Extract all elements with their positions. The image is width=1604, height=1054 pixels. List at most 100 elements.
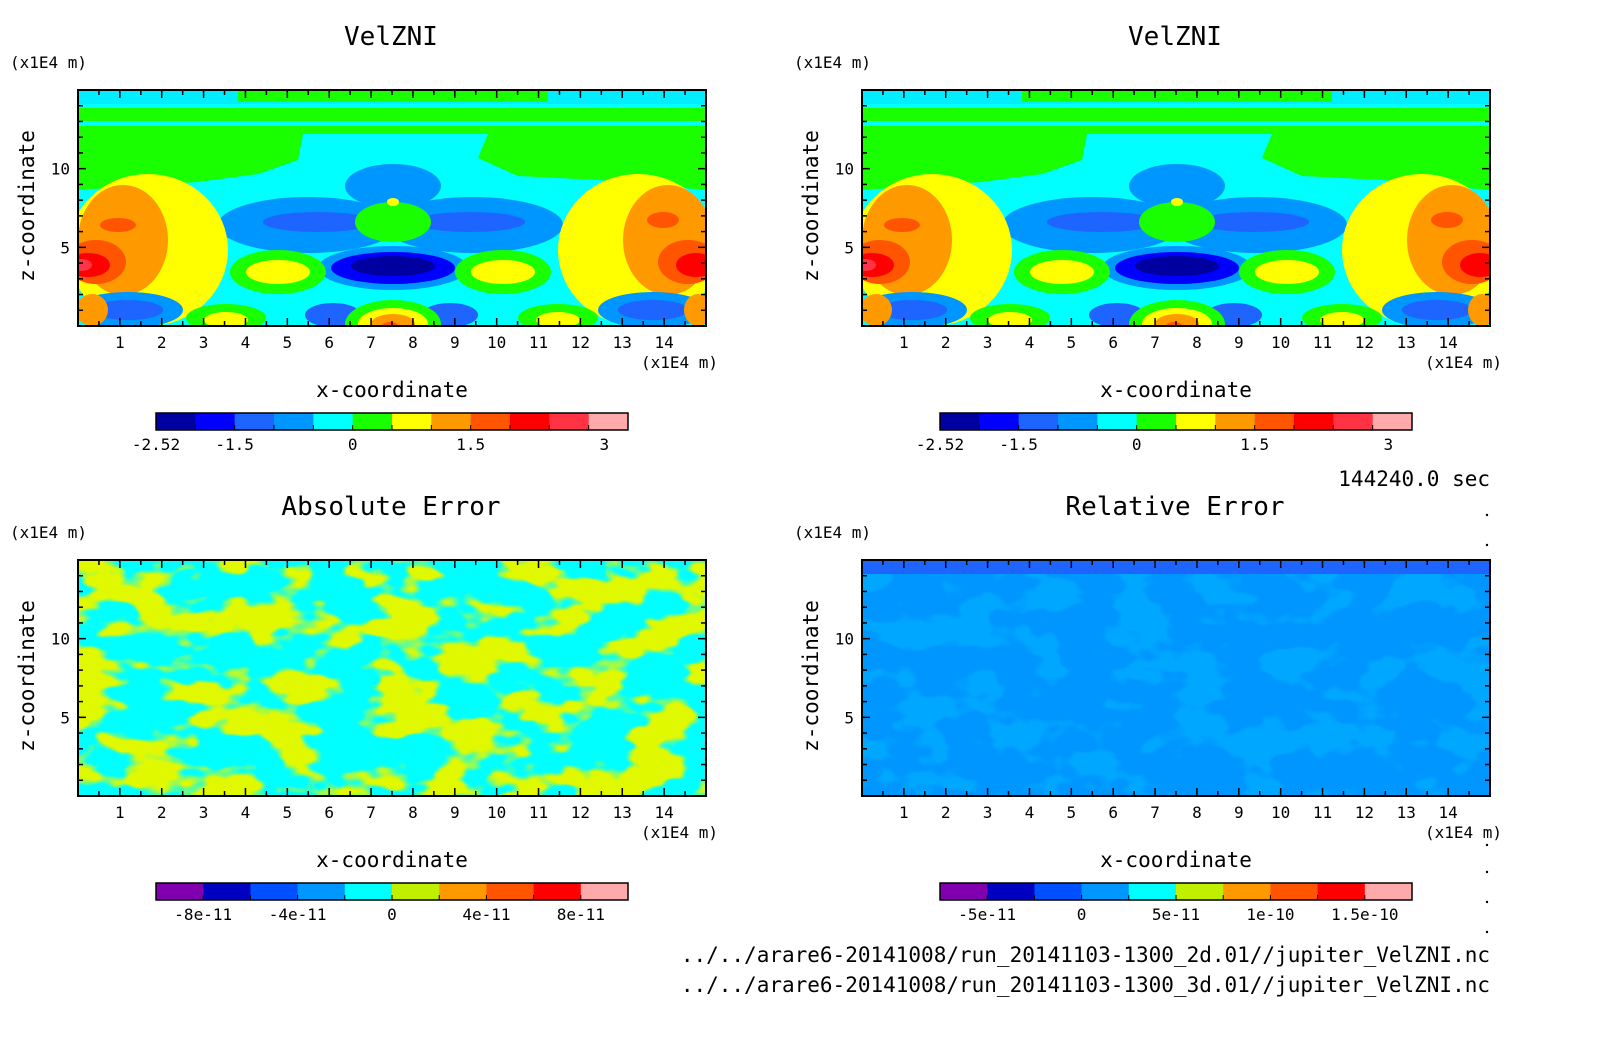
x-tick-label: 7	[1150, 803, 1160, 822]
colorbar-label: 8e-11	[557, 905, 605, 924]
x-tick-label: 12	[1355, 803, 1374, 822]
file-path-line: ../../arare6-20141008/run_20141103-1300_…	[681, 943, 1490, 967]
colorbar-label: -2.52	[916, 435, 964, 454]
file-path-line: ../../arare6-20141008/run_20141103-1300_…	[681, 973, 1490, 997]
x-tick-label: 6	[1108, 803, 1118, 822]
colorbar-label: 3	[1384, 435, 1394, 454]
colorbar-label: -5e-11	[958, 905, 1016, 924]
x-tick-label: 4	[1025, 803, 1035, 822]
x-tick-label: 13	[1397, 333, 1416, 352]
x-axis-label: x-coordinate	[316, 848, 468, 872]
colorbar-label: 3	[600, 435, 610, 454]
colorbar-swatch	[1215, 413, 1256, 430]
z-tick-label: 5	[844, 708, 854, 727]
z-unit-label: (x1E4 m)	[10, 53, 87, 72]
x-tick-label: 6	[1108, 333, 1118, 352]
colorbar-swatch	[1254, 413, 1295, 430]
colorbar-label: 1.5e-10	[1331, 905, 1398, 924]
colorbar-swatch	[1136, 413, 1177, 430]
x-tick-label: 6	[324, 333, 334, 352]
x-tick-label: 7	[366, 803, 376, 822]
x-tick-label: 9	[1234, 803, 1244, 822]
x-unit-label: (x1E4 m)	[641, 353, 718, 372]
x-tick-label: 13	[613, 333, 632, 352]
colorbar-swatch	[486, 883, 535, 900]
colorbar-swatch	[250, 883, 299, 900]
x-tick-label: 13	[613, 803, 632, 822]
x-tick-label: 3	[199, 803, 209, 822]
x-tick-label: 3	[199, 333, 209, 352]
z-tick-label: 10	[51, 160, 70, 179]
colorbar-swatch	[156, 883, 204, 900]
colorbar-swatch	[431, 413, 472, 430]
colorbar-label: 1.5	[1240, 435, 1269, 454]
colorbar-swatch	[1058, 413, 1098, 430]
colorbar-label: 0	[1132, 435, 1142, 454]
x-tick-label: 5	[283, 803, 293, 822]
chart-title: Absolute Error	[281, 492, 500, 522]
x-tick-label: 14	[1439, 803, 1458, 822]
colorbar-swatch	[1317, 883, 1366, 900]
colorbar-swatch	[1223, 883, 1271, 900]
z-tick-label: 10	[835, 630, 854, 649]
colorbar-swatch	[1176, 413, 1216, 430]
colorbar-swatch	[1018, 413, 1059, 430]
x-tick-label: 12	[571, 333, 590, 352]
colorbar-swatch	[987, 883, 1035, 900]
x-tick-label: 6	[324, 803, 334, 822]
colorbar-swatch	[979, 413, 1020, 430]
x-tick-label: 1	[899, 333, 909, 352]
x-tick-label: 12	[571, 803, 590, 822]
z-tick-label: 10	[51, 630, 70, 649]
x-tick-label: 5	[1067, 803, 1077, 822]
colorbar-swatch	[588, 413, 629, 430]
time-label: 144240.0 sec	[1338, 467, 1490, 491]
colorbar-swatch	[1294, 413, 1334, 430]
colorbar-swatch	[1034, 883, 1083, 900]
x-tick-label: 9	[450, 803, 460, 822]
x-tick-label: 3	[983, 333, 993, 352]
x-tick-label: 1	[115, 333, 125, 352]
x-tick-label: 2	[941, 803, 951, 822]
x-tick-label: 2	[157, 803, 167, 822]
colorbar-swatch	[1081, 883, 1130, 900]
y-axis-label: z-coordinate	[799, 130, 823, 282]
contour-field	[78, 90, 706, 326]
chart-panel: Relative Error(x1E4 m)1 2 3 4 5 6 7 8 9 10 11 12 13 1…	[794, 492, 1502, 924]
x-tick-label: 11	[529, 803, 548, 822]
x-tick-label: 14	[1439, 333, 1458, 352]
x-unit-label: (x1E4 m)	[1425, 353, 1502, 372]
x-tick-label: 8	[1192, 333, 1202, 352]
x-tick-label: 3	[983, 803, 993, 822]
x-tick-label: 10	[1271, 333, 1290, 352]
colorbar-label: -2.52	[132, 435, 180, 454]
x-tick-label: 13	[1397, 803, 1416, 822]
y-axis-label: z-coordinate	[15, 600, 39, 752]
y-axis-label: z-coordinate	[15, 130, 39, 282]
colorbar-label: -8e-11	[174, 905, 232, 924]
colorbar-swatch	[470, 413, 511, 430]
x-tick-label: 11	[1313, 803, 1332, 822]
colorbar-swatch	[1128, 883, 1177, 900]
colorbar-swatch	[274, 413, 314, 430]
x-unit-label: (x1E4 m)	[1425, 823, 1502, 842]
x-tick-label: 8	[408, 333, 418, 352]
colorbar-label: -1.5	[999, 435, 1038, 454]
x-tick-label: 8	[1192, 803, 1202, 822]
z-tick-label: 5	[60, 708, 70, 727]
colorbar-label: -1.5	[215, 435, 254, 454]
x-axis-label: x-coordinate	[1100, 378, 1252, 402]
x-tick-label: 14	[655, 333, 674, 352]
colorbar-swatch	[344, 883, 393, 900]
contour-field	[862, 90, 1490, 326]
x-tick-label: 9	[450, 333, 460, 352]
colorbar-label: -4e-11	[269, 905, 327, 924]
colorbar-swatch	[549, 413, 590, 430]
colorbar-label: 0	[1077, 905, 1087, 924]
colorbar-label: 0	[348, 435, 358, 454]
x-tick-label: 10	[1271, 803, 1290, 822]
colorbar-swatch	[203, 883, 251, 900]
x-tick-label: 11	[529, 333, 548, 352]
x-tick-label: 2	[941, 333, 951, 352]
x-tick-label: 1	[115, 803, 125, 822]
